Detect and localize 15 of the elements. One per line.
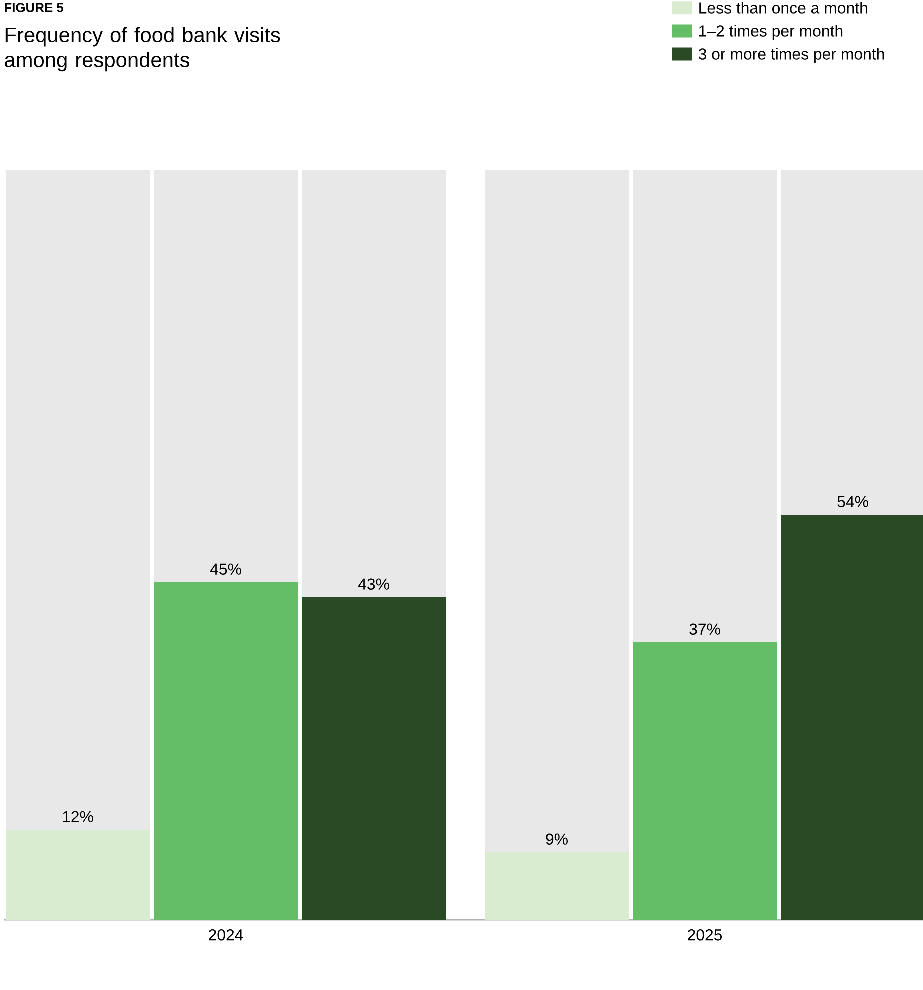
- x-tick-label: 2025: [688, 930, 722, 941]
- bar: [6, 830, 150, 920]
- data-label: 12%: [63, 811, 94, 822]
- legend-label: 3 or more times per month: [698, 48, 884, 64]
- legend-label: Less than once a month: [700, 2, 868, 14]
- caption: FIGURE 5: [5, 3, 64, 12]
- bar: [485, 852, 629, 920]
- data-label: 54%: [838, 496, 868, 508]
- data-label: 37%: [690, 624, 720, 635]
- data-label: 45%: [210, 564, 242, 575]
- x-tick-label: 2024: [209, 930, 244, 941]
- chart-title: Frequency of food bank visits among respondents: [5, 27, 280, 72]
- data-label: 9%: [546, 834, 568, 845]
- data-label: 43%: [358, 578, 390, 590]
- legend-label: 1–2 times per month: [700, 25, 843, 40]
